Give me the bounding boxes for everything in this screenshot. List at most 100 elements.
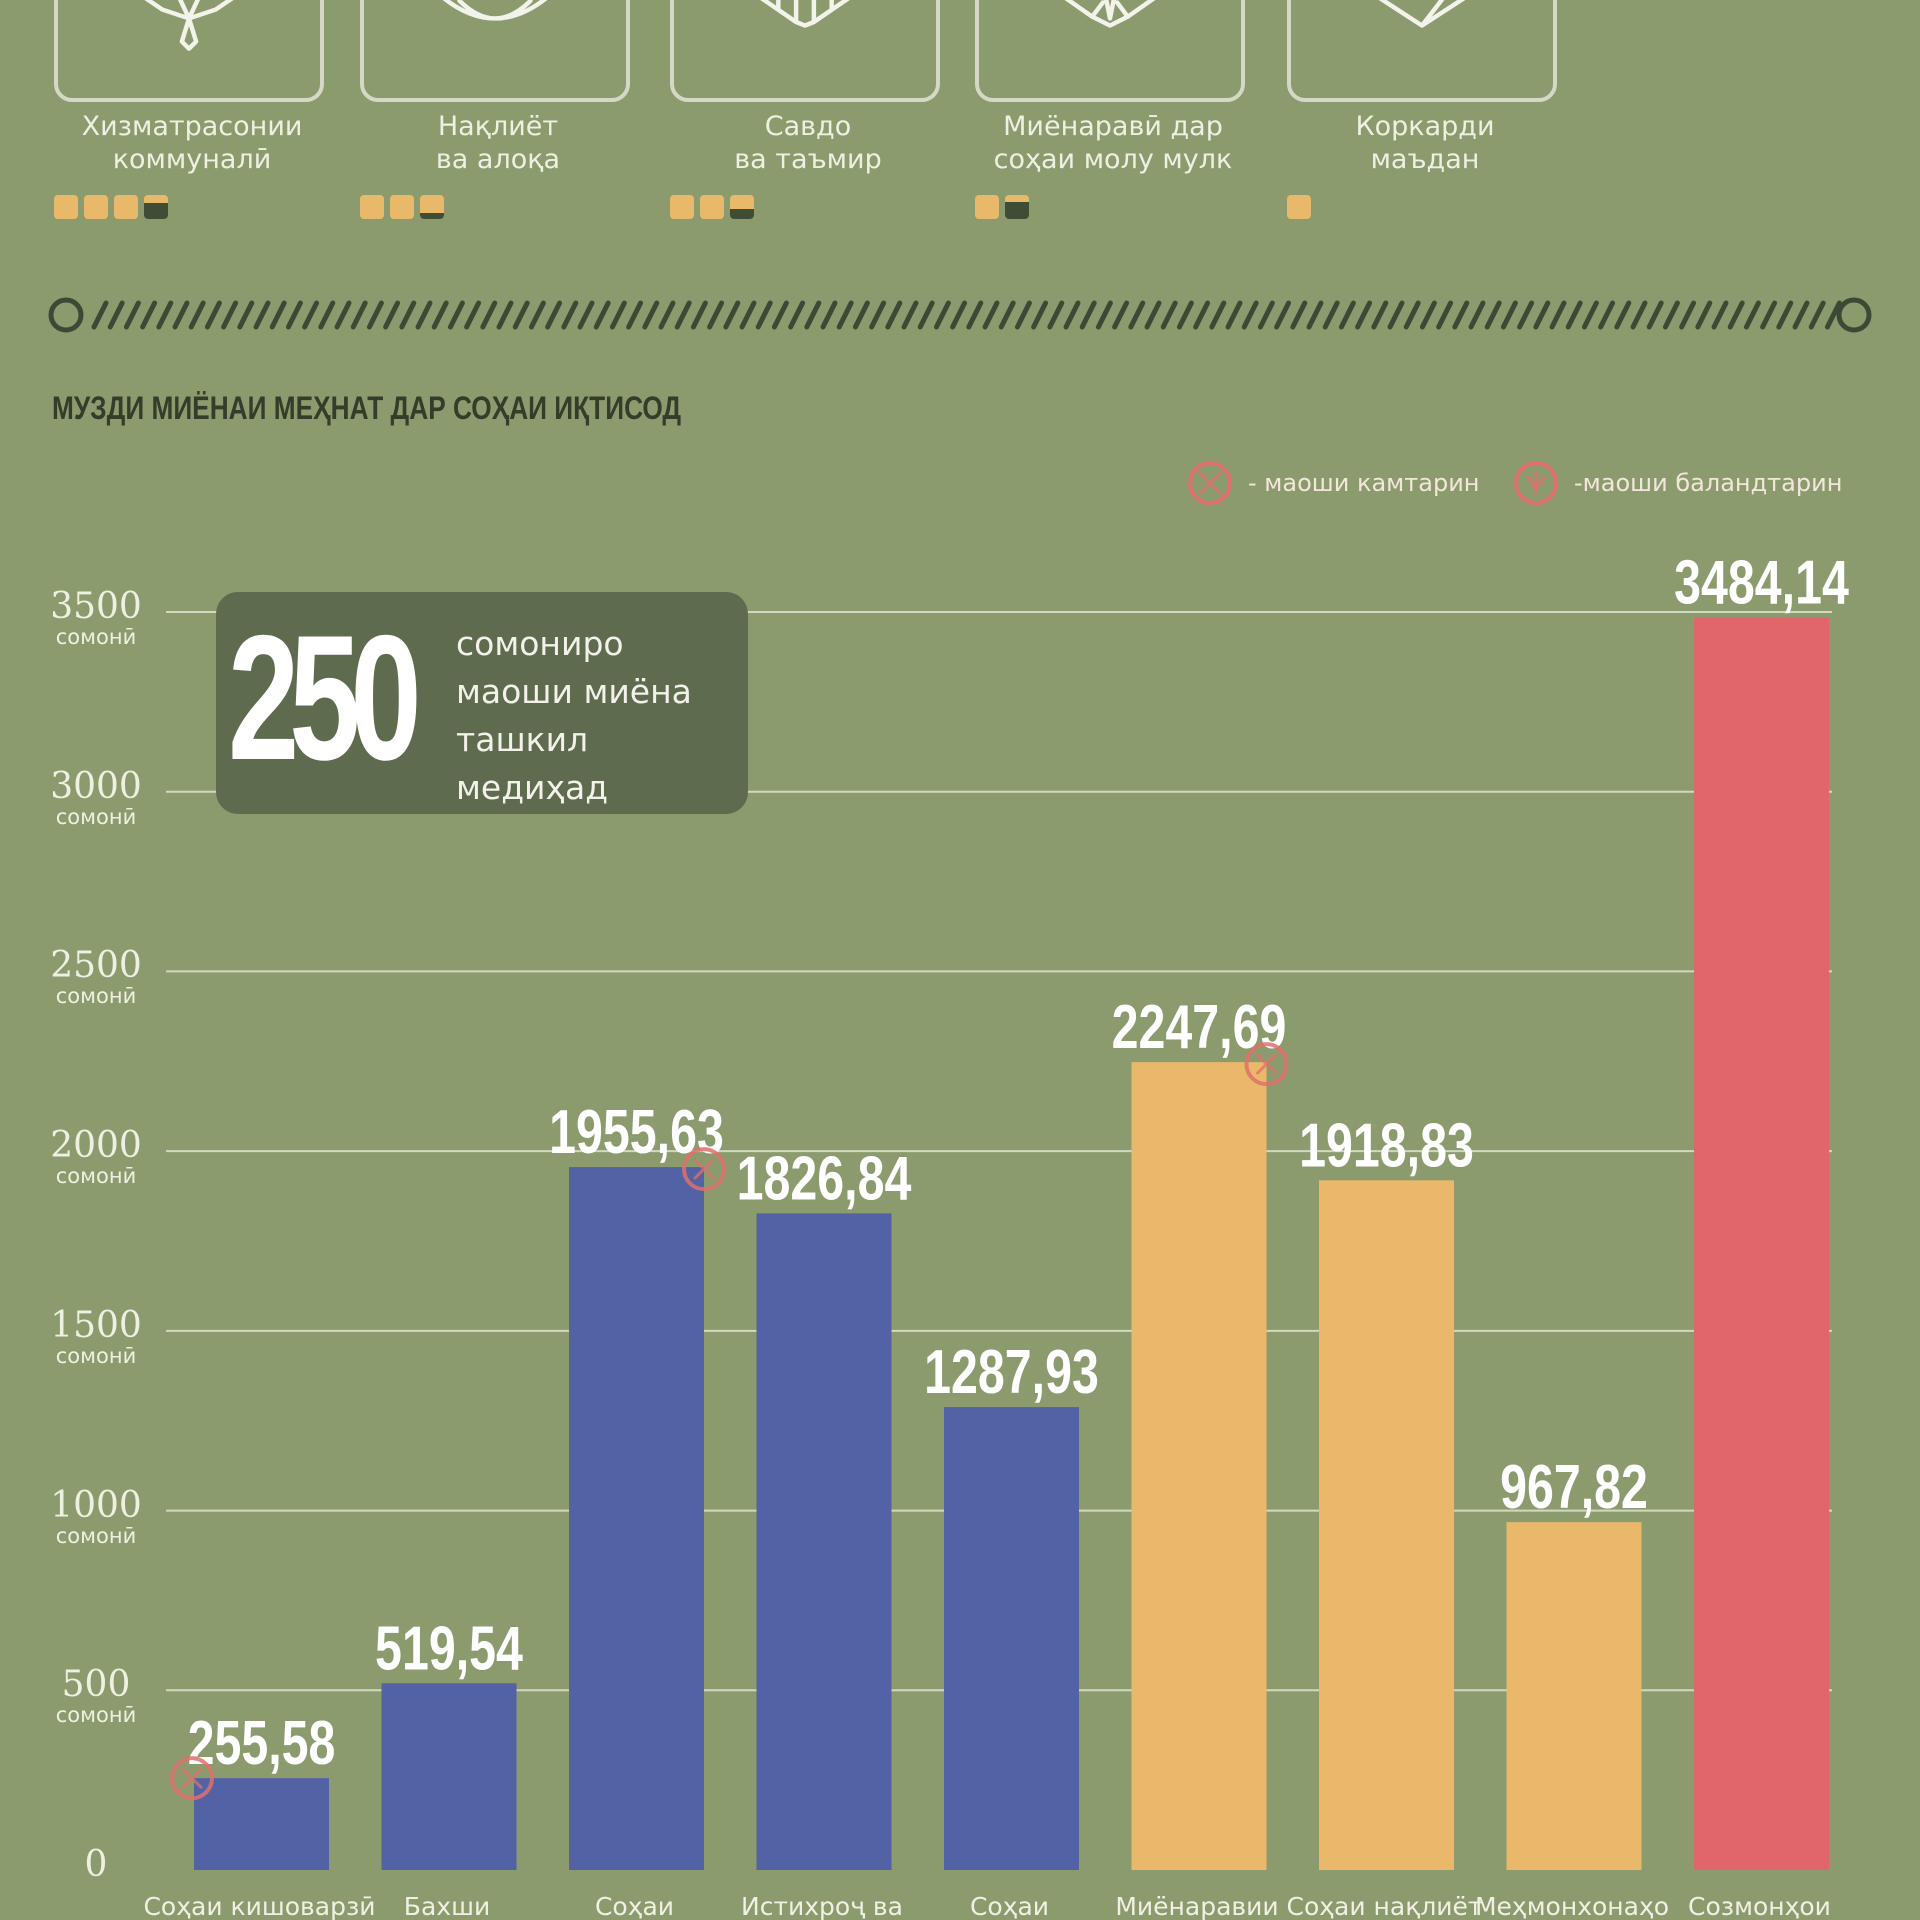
highest-salary-marker (1244, 1042, 1289, 1087)
sector-card (670, 0, 940, 102)
bar-value-label: 1955,63 (549, 1097, 724, 1166)
sector-rating (975, 195, 1029, 221)
sector-item: Нақлиёт ва алоқа (360, 0, 636, 240)
rating-square (390, 195, 414, 219)
rating-square (114, 195, 138, 219)
y-tick-unit: сомонӣ (55, 1523, 137, 1548)
bar (756, 1213, 892, 1870)
sector-card (54, 0, 324, 102)
lowest-salary-marker (170, 1756, 214, 1801)
y-tick-unit: сомонӣ (55, 625, 137, 649)
y-tick-label: 0 (84, 1844, 108, 1885)
legend-lowest-label: - маоши камтарин (1248, 469, 1480, 497)
bar-value-label: 3484,14 (1674, 548, 1849, 617)
bar-value-label: 1826,84 (737, 1144, 912, 1213)
y-tick-label: 500 (61, 1664, 131, 1706)
rating-square (84, 195, 108, 219)
sector-name: Хизматрасонии коммуналӣ (81, 111, 303, 175)
highest-salary-marker (682, 1147, 726, 1192)
y-tick-unit: сомонӣ (55, 804, 137, 829)
y-tick-label: 3500 (50, 586, 142, 627)
bar (1694, 617, 1829, 1870)
jacket-icon (1378, 0, 1466, 28)
sector-name: Миёнаравӣ дар соҳаи молу мулк (993, 111, 1233, 175)
bar-value-label: 1918,83 (1299, 1111, 1474, 1180)
legend-highest: -маоши баландтарин (1512, 458, 1842, 508)
y-tick: 3500 сомонӣ (36, 586, 156, 649)
sector-item: Коркарди маъдан (1287, 0, 1563, 240)
y-tick-unit: сомонӣ (55, 1703, 137, 1728)
y-tick: 500 сомонӣ (36, 1664, 156, 1728)
sector-rating (670, 195, 754, 221)
bar (1319, 1180, 1454, 1870)
category-label: Бахши (404, 1892, 490, 1920)
y-tick-label: 2000 (50, 1125, 142, 1167)
sector-name: Нақлиёт ва алоқа (435, 111, 561, 175)
sector-card (1287, 0, 1557, 102)
sector-rating (360, 195, 444, 221)
sector-card (975, 0, 1245, 102)
y-tick-unit: сомонӣ (55, 1343, 137, 1368)
sector-item: Хизматрасонии коммуналӣ (54, 0, 330, 240)
y-tick: 1500 сомонӣ (36, 1304, 156, 1368)
bar (569, 1167, 704, 1870)
sector-item: Савдо ва таъмир (670, 0, 946, 240)
category-label: Соҳаи (970, 1892, 1049, 1920)
average-salary-callout: 250 сомониро маоши миёна ташкил медиҳад (216, 592, 748, 814)
y-tick-label: 1000 (50, 1484, 142, 1526)
category-label: Соҳаи нақлиёт (1287, 1892, 1483, 1920)
y-tick: 2000 сомонӣ (36, 1125, 156, 1189)
category-label: Соҳаи (595, 1892, 674, 1920)
lowest-salary-icon (1188, 461, 1232, 505)
bar-value-label: 1287,93 (924, 1337, 1099, 1406)
callout-number: 250 (228, 598, 422, 797)
y-tick-label: 1500 (50, 1304, 142, 1346)
y-tick-label: 2500 (50, 945, 142, 987)
rating-square (360, 195, 384, 219)
category-label: Миёнаравии (1115, 1892, 1278, 1920)
jacket-icon (760, 0, 850, 28)
legend-highest-label: -маоши баландтарин (1574, 469, 1843, 497)
sector-name: Коркарди маъдан (1355, 111, 1495, 175)
sector-name: Савдо ва таъмир (734, 111, 882, 175)
sector-card (360, 0, 630, 102)
bar (1506, 1522, 1642, 1870)
rating-square (1005, 195, 1029, 219)
bar (944, 1407, 1079, 1870)
category-label: Меҳмонхонаҳо (1475, 1892, 1669, 1920)
bar-value-label: 2247,69 (1112, 992, 1287, 1061)
category-label: Истихроҷ ва (741, 1892, 903, 1920)
hatched-divider (48, 297, 1872, 333)
sector-rating (1287, 195, 1311, 221)
bar-value-label: 519,54 (375, 1614, 523, 1683)
rating-square (730, 195, 754, 219)
rating-square (670, 195, 694, 219)
y-tick: 3000 сомонӣ (36, 765, 156, 829)
chart-title: МУЗДИ МИЁНАИ МЕҲНАТ ДАР СОҲАИ ИҚТИСОД (52, 390, 682, 426)
highest-salary-icon (1514, 461, 1558, 505)
y-tick-unit: сомонӣ (55, 984, 137, 1009)
rating-square (700, 195, 724, 219)
y-tick-label: 3000 (50, 765, 142, 807)
sector-rating (54, 195, 168, 221)
callout-text: сомониро маоши миёна ташкил медиҳад (456, 624, 692, 807)
rating-square (420, 195, 444, 219)
category-label: Соҳаи кишоварзӣ (143, 1892, 375, 1920)
bar (194, 1778, 329, 1870)
sector-item: Миёнаравӣ дар соҳаи молу мулк (975, 0, 1251, 240)
y-tick-unit: сомонӣ (55, 1164, 137, 1189)
legend-lowest: - маоши камтарин (1186, 458, 1480, 508)
category-label: Созмонҳои (1688, 1892, 1831, 1920)
rating-square (144, 195, 168, 219)
y-tick: 0 (36, 1846, 156, 1884)
rating-square (1287, 195, 1311, 219)
jacket-icon (442, 0, 548, 21)
y-tick: 2500 сомонӣ (36, 945, 156, 1009)
bar-value-label: 255,58 (188, 1708, 336, 1777)
bar-value-label: 967,82 (1500, 1452, 1648, 1521)
bar (381, 1683, 517, 1870)
rating-square (975, 195, 999, 219)
jacket-icon (1064, 0, 1156, 28)
jacket-icon (144, 0, 234, 51)
